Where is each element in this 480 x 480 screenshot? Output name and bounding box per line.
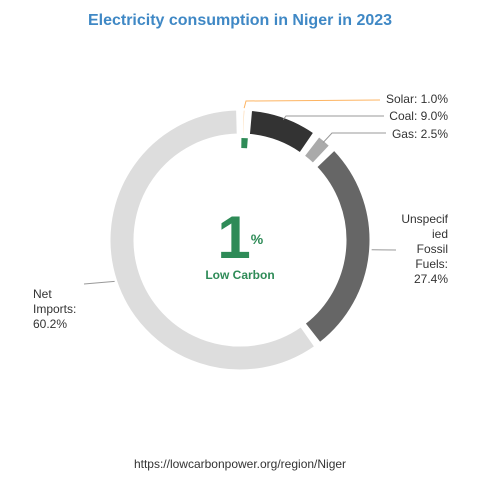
leader-lines [83, 99, 397, 285]
label-unspecified: 27.4% [414, 272, 448, 286]
donut-slices [109, 109, 371, 371]
label-unspecified: Unspecif [401, 212, 448, 226]
label-coal: Coal: 9.0% [389, 109, 448, 123]
label-unspecified: Fuels: [415, 257, 448, 271]
label-unspecified: ied [432, 227, 448, 241]
chart-title: Electricity consumption in Niger in 2023 [88, 12, 392, 29]
leader-solar [243, 99, 381, 109]
leader-gas [322, 132, 386, 143]
center-value: 1 [217, 204, 250, 271]
label-imports: Imports: [33, 302, 76, 316]
slice-imports [109, 109, 316, 371]
low-carbon-indicator-arc [241, 138, 248, 149]
slice-solar [242, 109, 246, 135]
leader-coal [282, 115, 384, 120]
center-label: Low Carbon [205, 268, 274, 282]
leader-imports [83, 280, 115, 285]
slice-labels: Solar: 1.0% Coal: 9.0% Gas: 2.5% Unspecifie… [33, 92, 449, 331]
label-unspecified: Fossil [417, 242, 448, 256]
slice-coal [248, 109, 315, 154]
label-imports: 60.2% [33, 317, 67, 331]
slice-unspecified [304, 149, 371, 344]
center-unit: % [251, 231, 264, 247]
source-url: https://lowcarbonpower.org/region/Niger [134, 457, 346, 471]
slice-gas [303, 136, 331, 164]
label-gas: Gas: 2.5% [392, 127, 448, 141]
label-solar: Solar: 1.0% [386, 92, 448, 106]
label-imports: Net [33, 287, 52, 301]
